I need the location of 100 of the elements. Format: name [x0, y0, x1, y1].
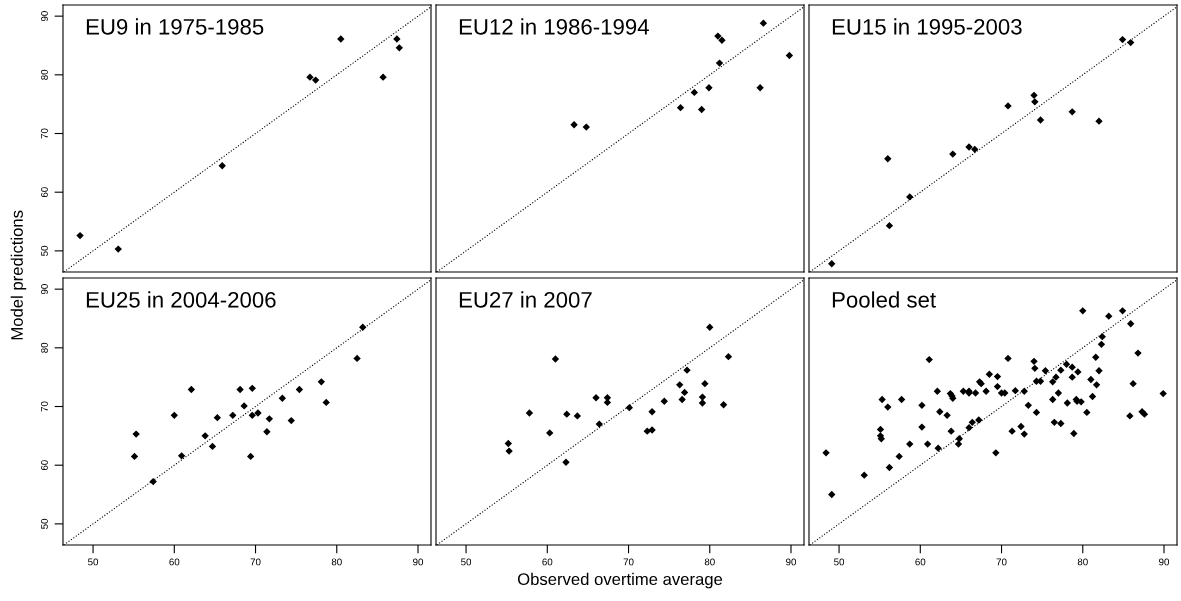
point: [1036, 116, 1045, 124]
point: [263, 428, 271, 436]
x-tick-label: 80: [704, 558, 715, 566]
chart-title: EU9 in 1975-1985: [86, 18, 264, 35]
x-tick-label: 60: [915, 558, 926, 566]
point: [698, 399, 707, 407]
y-tick-label: 60: [41, 187, 48, 198]
x-tick-label: 80: [1077, 558, 1088, 566]
point: [76, 231, 84, 240]
point: [643, 427, 651, 435]
point: [353, 354, 361, 363]
chart-title: Pooled set: [832, 291, 936, 308]
point: [218, 162, 226, 170]
point: [884, 155, 892, 163]
point: [248, 384, 256, 392]
point: [756, 84, 764, 92]
y-tick-label: 50: [41, 245, 48, 256]
point: [906, 193, 914, 201]
point: [1118, 35, 1127, 44]
x-tick-label: 70: [996, 558, 1007, 566]
point: [504, 439, 512, 448]
point: [114, 245, 122, 253]
point: [278, 394, 287, 402]
point: [177, 452, 186, 460]
chart-title: EU15 in 1995-2003: [832, 18, 1022, 35]
point: [759, 19, 768, 27]
point: [130, 452, 139, 461]
point: [1127, 38, 1135, 47]
point: [246, 452, 255, 461]
point: [706, 323, 714, 331]
point: [1068, 108, 1076, 116]
point: [170, 411, 178, 419]
point: [690, 88, 699, 97]
y-axis-title: Model predictions: [10, 210, 27, 340]
point: [660, 397, 668, 405]
point: [676, 104, 685, 112]
point: [676, 381, 684, 389]
point: [625, 404, 634, 412]
point: [680, 388, 689, 397]
point: [149, 477, 157, 486]
point: [213, 413, 222, 422]
point: [248, 411, 256, 419]
x-tick-label: 70: [250, 558, 261, 566]
point: [563, 410, 571, 418]
point: [317, 378, 326, 386]
y-tick-label: 70: [41, 401, 48, 412]
point: [229, 411, 237, 419]
point: [573, 412, 582, 420]
point: [592, 394, 600, 402]
point: [828, 260, 836, 268]
point: [546, 429, 554, 437]
y-tick-label: 80: [41, 342, 48, 353]
point: [1031, 98, 1039, 106]
point: [705, 84, 713, 92]
y-tick-label: 70: [41, 128, 48, 139]
point: [582, 123, 590, 131]
point: [1030, 91, 1038, 100]
point: [208, 442, 217, 451]
y-tick-label: 90: [41, 284, 48, 295]
x-tick-label: 60: [169, 558, 180, 566]
point: [265, 415, 274, 423]
point: [311, 76, 320, 84]
point: [551, 355, 560, 363]
point: [525, 409, 534, 417]
x-tick-label: 80: [331, 558, 342, 566]
chart-title: EU12 in 1986-1994: [459, 18, 649, 35]
y-tick-label: 50: [41, 518, 48, 529]
y-tick-label: 60: [41, 460, 48, 471]
point: [322, 398, 330, 407]
chart-title: EU25 in 2004-2006: [86, 291, 276, 308]
chart-title: EU27 in 2007: [459, 291, 592, 308]
x-tick-label: 50: [88, 558, 99, 566]
x-tick-label: 50: [461, 558, 472, 566]
point: [785, 51, 794, 60]
point: [698, 393, 707, 401]
point: [295, 385, 304, 394]
point: [697, 105, 706, 114]
point: [885, 221, 894, 230]
x-tick-label: 70: [623, 558, 634, 566]
point: [236, 385, 244, 394]
point: [395, 44, 403, 52]
x-tick-label: 90: [413, 558, 424, 566]
point: [287, 416, 295, 425]
point: [187, 385, 196, 394]
point: [971, 145, 979, 154]
point: [701, 379, 709, 388]
point: [719, 401, 728, 409]
point: [678, 395, 686, 404]
point: [595, 420, 603, 428]
y-tick-label: 80: [41, 69, 48, 80]
point: [724, 352, 733, 361]
x-axis-title: Observed overtime average: [517, 572, 723, 589]
point: [359, 323, 367, 331]
y-tick-label: 90: [41, 11, 48, 22]
x-tick-label: 90: [786, 558, 797, 566]
x-tick-label: 60: [542, 558, 553, 566]
point: [715, 59, 724, 67]
point: [570, 121, 578, 129]
x-tick-label: 90: [1159, 558, 1170, 566]
x-tick-label: 50: [834, 558, 845, 566]
